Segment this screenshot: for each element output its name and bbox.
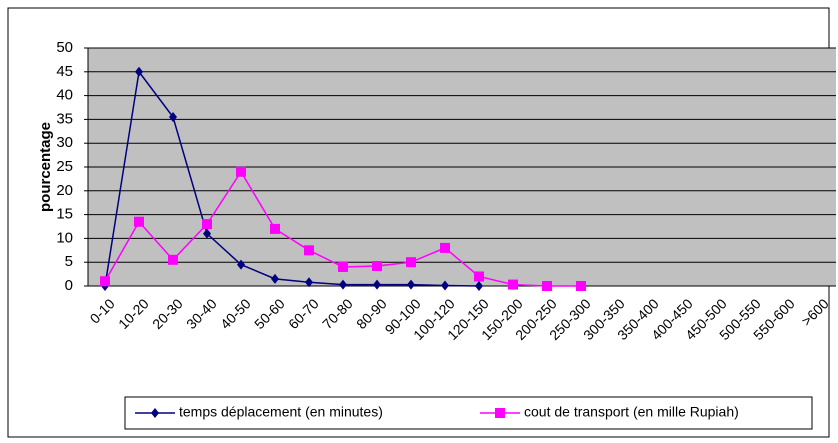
- point: [135, 66, 143, 77]
- point: [236, 166, 246, 177]
- y-axis-title: pourcentage: [37, 122, 54, 212]
- point: [270, 223, 280, 234]
- point: [169, 112, 177, 123]
- point: [495, 408, 505, 418]
- series-line: [104, 69, 480, 287]
- point: [373, 279, 381, 290]
- y-tick-label: 5: [65, 253, 73, 270]
- point: [372, 261, 382, 272]
- point: [407, 279, 415, 290]
- y-tick-label: 15: [56, 206, 73, 223]
- point: [304, 245, 314, 256]
- point: [440, 242, 450, 253]
- point: [237, 259, 245, 270]
- y-tick-label: 0: [65, 277, 73, 294]
- point: [305, 277, 313, 288]
- point: [441, 280, 449, 291]
- y-tick-label: 45: [56, 63, 73, 80]
- point: [576, 281, 586, 291]
- y-tick-label: 40: [56, 87, 73, 104]
- point: [508, 279, 518, 290]
- y-tick-label: 20: [56, 182, 73, 199]
- y-tick-label: 50: [56, 39, 73, 56]
- y-tick-label: 30: [56, 134, 73, 151]
- legend-box: [124, 396, 813, 430]
- point: [271, 273, 279, 284]
- point: [151, 408, 159, 418]
- point: [100, 276, 110, 287]
- point: [542, 281, 552, 291]
- point: [474, 271, 484, 282]
- y-tick-label: 35: [56, 110, 73, 127]
- point: [168, 254, 178, 265]
- y-tick-label: 25: [56, 158, 73, 175]
- point: [475, 281, 483, 291]
- point: [338, 261, 348, 272]
- point: [202, 219, 212, 230]
- point: [339, 279, 347, 290]
- y-tick-label: 10: [56, 229, 73, 246]
- legend-label: temps déplacement (en minutes): [179, 404, 383, 420]
- legend-label: cout de transport (en mille Rupiah): [524, 404, 739, 420]
- point: [203, 228, 211, 239]
- point: [406, 257, 416, 268]
- point: [134, 216, 144, 227]
